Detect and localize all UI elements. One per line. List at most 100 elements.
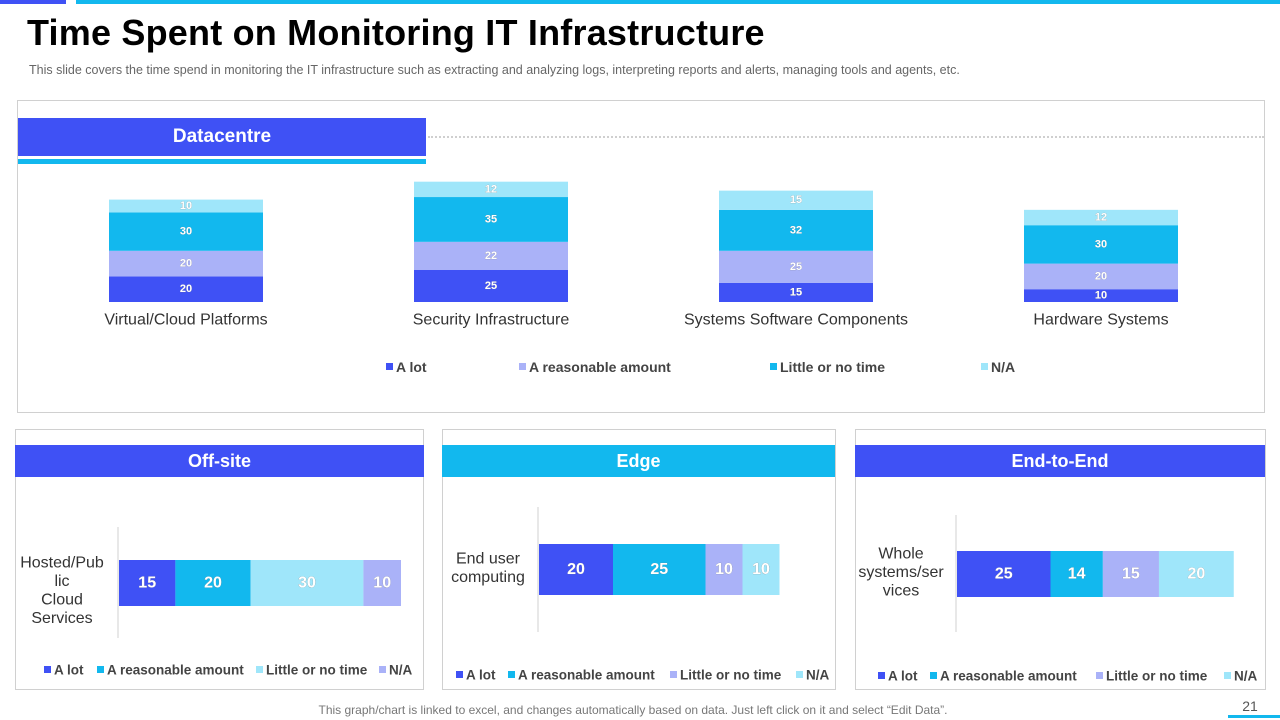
edge-data-label: 20 <box>567 561 585 578</box>
offsite-data-label: 30 <box>298 575 316 592</box>
datacentre-data-label: 12 <box>485 183 497 195</box>
offsite-data-label: 20 <box>204 575 222 592</box>
e2e-data-label: 25 <box>995 566 1013 583</box>
slide-title: Time Spent on Monitoring IT Infrastructu… <box>27 12 765 53</box>
legend-label: N/A <box>991 359 1015 375</box>
datacentre-header-underline <box>18 159 426 164</box>
legend-label: A lot <box>396 359 427 375</box>
legend-swatch-0 <box>456 671 463 678</box>
datacentre-bar-segment <box>109 250 263 277</box>
legend-swatch-3 <box>981 363 988 370</box>
offsite-category-label: Hosted/Pub <box>20 555 104 572</box>
datacentre-header: Datacentre <box>18 118 426 156</box>
e2e-category-label: vices <box>883 583 919 600</box>
datacentre-bar-segment <box>1024 209 1178 226</box>
edge-bar-segment <box>742 544 780 595</box>
edge-category-label: End user <box>456 551 521 568</box>
e2e-data-label: 15 <box>1122 566 1140 583</box>
page-number: 21 <box>1242 698 1258 714</box>
legend-swatch-1 <box>519 363 526 370</box>
datacentre-bar-segment <box>414 197 568 242</box>
slide-subtitle: This slide covers the time spend in moni… <box>29 63 960 77</box>
datacentre-data-label: 10 <box>180 200 192 212</box>
datacentre-data-label: 30 <box>180 226 192 238</box>
datacentre-data-label: 20 <box>1095 270 1107 282</box>
datacentre-bar-segment <box>719 250 873 283</box>
edge-bar-segment <box>539 544 613 595</box>
datacentre-bar-segment <box>109 199 263 213</box>
top-accent-bar-right <box>76 0 1280 4</box>
legend-swatch-0 <box>878 672 885 679</box>
offsite-data-label: 10 <box>373 575 391 592</box>
legend-label: N/A <box>389 663 413 678</box>
edge-bar-segment <box>705 544 743 595</box>
datacentre-bar-segment <box>719 190 873 210</box>
legend-swatch-3 <box>379 666 386 673</box>
e2e-data-label: 20 <box>1187 566 1205 583</box>
offsite-category-label: lic <box>54 573 69 590</box>
e2e-bar-segment <box>1050 551 1103 597</box>
offsite-title: Off-site <box>188 450 251 471</box>
legend-label: A reasonable amount <box>940 669 1077 684</box>
offsite-category-label: Services <box>31 610 92 627</box>
datacentre-data-label: 15 <box>790 286 802 298</box>
datacentre-category-label: Hardware Systems <box>1033 312 1168 329</box>
e2e-bar-segment <box>1102 551 1159 597</box>
offsite-category-label: Cloud <box>41 592 83 609</box>
legend-label: Little or no time <box>1106 669 1208 684</box>
end-to-end-title: End-to-End <box>1011 450 1109 471</box>
legend-swatch-1 <box>97 666 104 673</box>
datacentre-data-label: 20 <box>180 258 192 270</box>
legend-label: A reasonable amount <box>529 359 671 375</box>
legend-label: A lot <box>466 668 496 683</box>
datacentre-data-label: 10 <box>1095 290 1107 302</box>
legend-swatch-0 <box>386 363 393 370</box>
datacentre-data-label: 32 <box>790 224 802 236</box>
page-number-underline <box>1228 715 1280 718</box>
offsite-bar-segment <box>119 560 176 606</box>
edge-header: Edge <box>442 445 835 477</box>
legend-label: N/A <box>806 668 830 683</box>
legend-swatch-0 <box>44 666 51 673</box>
e2e-data-label: 14 <box>1068 566 1086 583</box>
datacentre-bar-segment <box>1024 225 1178 264</box>
datacentre-data-label: 15 <box>790 194 802 206</box>
legend-label: A lot <box>888 669 918 684</box>
legend-label: A reasonable amount <box>107 663 244 678</box>
datacentre-bar-segment <box>414 241 568 270</box>
datacentre-bar-segment <box>719 282 873 302</box>
datacentre-data-label: 22 <box>485 250 497 262</box>
offsite-bar-segment <box>250 560 364 606</box>
datacentre-data-label: 30 <box>1095 238 1107 250</box>
legend-label: Little or no time <box>680 668 782 683</box>
e2e-bar-segment <box>1158 551 1234 597</box>
legend-swatch-3 <box>796 671 803 678</box>
top-accent-bar-left <box>0 0 66 4</box>
datacentre-data-label: 20 <box>180 283 192 295</box>
legend-label: A reasonable amount <box>518 668 655 683</box>
datacentre-bar-segment <box>414 270 568 302</box>
footer-note: This graph/chart is linked to excel, and… <box>318 703 948 717</box>
datacentre-bar-segment <box>1024 289 1178 302</box>
legend-swatch-1 <box>508 671 515 678</box>
edge-data-label: 25 <box>650 561 668 578</box>
offsite-bar-segment <box>175 560 251 606</box>
datacentre-data-label: 12 <box>1095 212 1107 224</box>
end-to-end-header: End-to-End <box>855 445 1265 477</box>
e2e-bar-segment <box>957 551 1051 597</box>
offsite-bar-segment <box>363 560 401 606</box>
edge-title: Edge <box>616 450 661 471</box>
legend-swatch-1 <box>930 672 937 679</box>
datacentre-category-label: Virtual/Cloud Platforms <box>104 312 267 329</box>
edge-category-label: computing <box>451 569 525 586</box>
edge-data-label: 10 <box>752 561 770 578</box>
datacentre-data-label: 35 <box>485 213 497 225</box>
legend-swatch-2 <box>256 666 263 673</box>
legend-swatch-2 <box>770 363 777 370</box>
datacentre-category-label: Systems Software Components <box>684 312 908 329</box>
edge-data-label: 10 <box>715 561 733 578</box>
legend-label: Little or no time <box>780 359 885 375</box>
datacentre-bar-segment <box>1024 263 1178 290</box>
legend-swatch-3 <box>1224 672 1231 679</box>
